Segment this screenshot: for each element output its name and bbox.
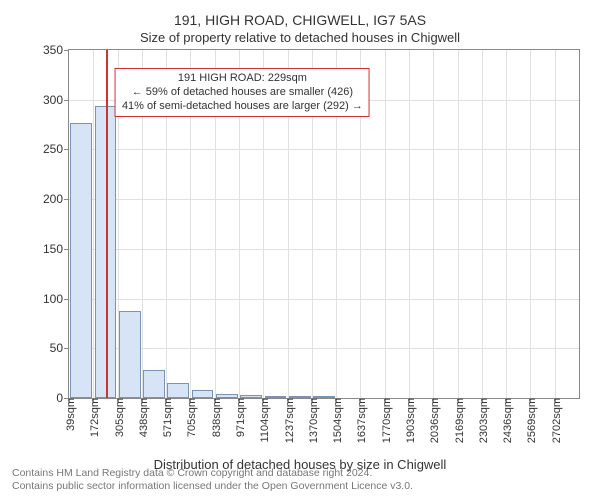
x-tick-label: 305sqm — [110, 398, 126, 437]
x-tick-label: 2569sqm — [522, 398, 538, 443]
x-tick-label: 705sqm — [182, 398, 198, 437]
grid-line — [482, 50, 483, 398]
grid-line — [458, 50, 459, 398]
grid-line — [506, 50, 507, 398]
grid-line — [385, 50, 386, 398]
footer-line: Contains public sector information licen… — [12, 480, 413, 494]
grid-line — [69, 299, 579, 300]
x-tick-label: 1104sqm — [255, 398, 271, 442]
x-tick-label: 1370sqm — [304, 398, 320, 443]
x-tick-label: 438sqm — [134, 398, 150, 437]
footer-line: Contains HM Land Registry data © Crown c… — [12, 467, 413, 481]
x-tick-label: 1637sqm — [352, 398, 368, 443]
y-tick-mark — [64, 348, 69, 349]
annotation-line: ← 59% of detached houses are smaller (42… — [122, 86, 363, 100]
x-tick-label: 2436sqm — [498, 398, 514, 443]
y-tick-mark — [64, 199, 69, 200]
grid-line — [409, 50, 410, 398]
histogram-bar — [265, 396, 287, 398]
chart-subtitle: Size of property relative to detached ho… — [10, 30, 590, 45]
x-tick-label: 2169sqm — [450, 398, 466, 443]
grid-line — [555, 50, 556, 398]
x-tick-label: 172sqm — [85, 398, 101, 437]
plot-area: 05010015020025030035039sqm172sqm305sqm43… — [68, 49, 580, 399]
y-tick-mark — [64, 100, 69, 101]
x-tick-label: 1770sqm — [377, 398, 393, 443]
x-tick-label: 1504sqm — [328, 398, 344, 443]
histogram-bar — [167, 383, 189, 398]
grid-line — [69, 199, 579, 200]
x-tick-label: 2036sqm — [425, 398, 441, 443]
histogram-bar — [119, 311, 141, 398]
chart-container: 191, HIGH ROAD, CHIGWELL, IG7 5AS Size o… — [0, 0, 600, 500]
property-marker-line — [106, 50, 108, 398]
y-tick-mark — [64, 299, 69, 300]
x-tick-label: 971sqm — [231, 398, 247, 437]
grid-line — [530, 50, 531, 398]
histogram-bar — [313, 396, 335, 398]
y-tick-mark — [64, 249, 69, 250]
annotation-line: 191 HIGH ROAD: 229sqm — [122, 72, 363, 86]
x-tick-label: 1903sqm — [401, 398, 417, 443]
x-tick-label: 2303sqm — [474, 398, 490, 443]
footer-attribution: Contains HM Land Registry data © Crown c… — [12, 467, 413, 494]
histogram-bar — [240, 395, 262, 398]
grid-line — [69, 149, 579, 150]
histogram-bar — [289, 396, 311, 398]
histogram-bar — [216, 394, 238, 398]
plot-area-wrap: 05010015020025030035039sqm172sqm305sqm43… — [68, 49, 580, 399]
y-tick-mark — [64, 149, 69, 150]
histogram-bar — [143, 370, 165, 398]
x-tick-label: 1237sqm — [280, 398, 296, 443]
x-tick-label: 838sqm — [207, 398, 223, 437]
chart-title: 191, HIGH ROAD, CHIGWELL, IG7 5AS — [10, 12, 590, 28]
histogram-bar — [70, 123, 92, 398]
grid-line — [433, 50, 434, 398]
y-tick-mark — [64, 50, 69, 51]
x-tick-label: 571sqm — [158, 398, 174, 437]
grid-line — [69, 348, 579, 349]
x-tick-label: 2702sqm — [547, 398, 563, 443]
grid-line — [69, 249, 579, 250]
x-tick-label: 39sqm — [61, 398, 77, 431]
histogram-bar — [192, 390, 214, 398]
y-axis-label-wrap: Number of detached properties — [10, 49, 30, 399]
annotation-box: 191 HIGH ROAD: 229sqm← 59% of detached h… — [115, 68, 370, 117]
annotation-line: 41% of semi-detached houses are larger (… — [122, 100, 363, 114]
